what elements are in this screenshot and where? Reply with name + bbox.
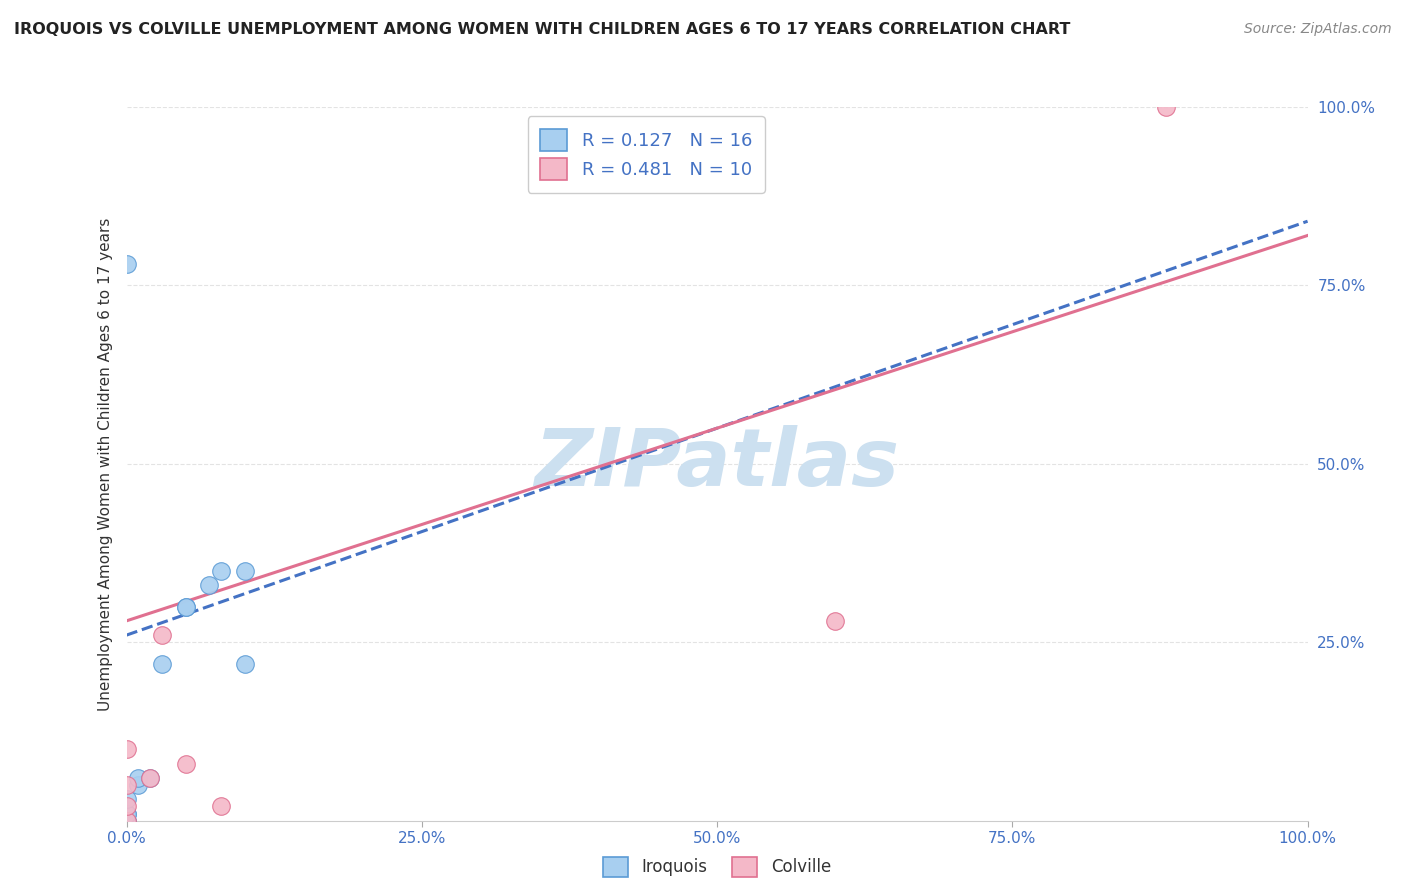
Point [1154, 100, 1177, 114]
Point [209, 799, 232, 814]
Point [174, 599, 197, 614]
Point [127, 771, 149, 785]
Point [115, 799, 138, 814]
Point [174, 756, 197, 771]
Point [233, 657, 256, 671]
Point [150, 628, 173, 642]
Legend: Iroquois, Colville: Iroquois, Colville [596, 850, 838, 884]
Text: ZIPatlas: ZIPatlas [534, 425, 900, 503]
Point [150, 657, 173, 671]
Point [115, 814, 138, 828]
Point [233, 564, 256, 578]
Text: IROQUOIS VS COLVILLE UNEMPLOYMENT AMONG WOMEN WITH CHILDREN AGES 6 TO 17 YEARS C: IROQUOIS VS COLVILLE UNEMPLOYMENT AMONG … [14, 22, 1070, 37]
Point [174, 599, 197, 614]
Point [127, 778, 149, 792]
Point [824, 614, 846, 628]
Text: Source: ZipAtlas.com: Source: ZipAtlas.com [1244, 22, 1392, 37]
Point [139, 771, 162, 785]
Point [115, 792, 138, 806]
Point [115, 814, 138, 828]
Point [139, 771, 162, 785]
Point [115, 814, 138, 828]
Point [115, 806, 138, 821]
Y-axis label: Unemployment Among Women with Children Ages 6 to 17 years: Unemployment Among Women with Children A… [97, 217, 112, 711]
Point [115, 742, 138, 756]
Point [115, 257, 138, 271]
Point [115, 778, 138, 792]
Point [209, 564, 232, 578]
Point [198, 578, 221, 592]
Point [115, 806, 138, 821]
